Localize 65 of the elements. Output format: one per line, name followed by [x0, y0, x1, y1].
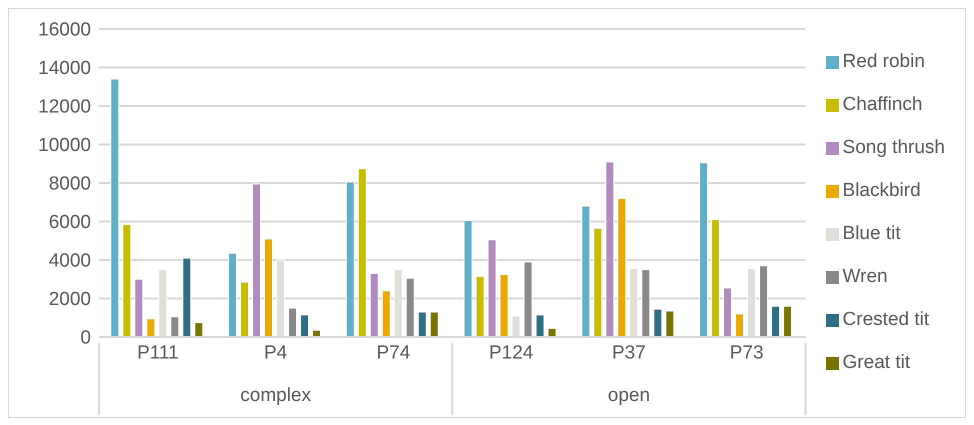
- bar: [418, 311, 427, 337]
- bar: [699, 162, 708, 337]
- bar: [228, 252, 238, 337]
- x-tick-label: P73: [730, 342, 764, 364]
- bar: [617, 198, 626, 337]
- bar: [170, 316, 180, 337]
- bar: [723, 287, 732, 337]
- y-tick-label: 0: [80, 328, 91, 349]
- legend-label: Great tit: [842, 352, 910, 373]
- y-tick-label: 2000: [48, 289, 91, 310]
- bar: [605, 161, 614, 337]
- bar: [735, 313, 744, 337]
- legend-label: Song thrush: [842, 137, 945, 158]
- bar: [182, 258, 192, 337]
- bar: [665, 310, 674, 337]
- bar: [406, 278, 415, 337]
- bar: [122, 224, 132, 337]
- x-tick-label: P124: [488, 342, 534, 364]
- legend-label: Chaffinch: [842, 94, 922, 115]
- bar: [653, 308, 662, 337]
- bar: [488, 239, 497, 337]
- bar: [524, 261, 533, 337]
- bar: [110, 78, 120, 337]
- bar: [358, 168, 367, 337]
- bar: [194, 322, 204, 337]
- bar: [711, 219, 720, 337]
- x-tick-label: P37: [612, 342, 646, 364]
- bar: [783, 306, 792, 337]
- y-tick-label: 12000: [38, 96, 91, 118]
- legend-label: Crested tit: [842, 309, 930, 330]
- bar: [382, 290, 391, 337]
- bar: [264, 238, 274, 337]
- bar: [370, 272, 379, 337]
- bar: [581, 206, 590, 337]
- y-tick-label: 8000: [48, 174, 91, 195]
- text: open: [608, 385, 650, 406]
- bar: [593, 228, 602, 337]
- x-tick-label: P4: [264, 342, 288, 364]
- bar: [430, 311, 439, 337]
- bar: [536, 314, 545, 337]
- bar: [464, 220, 473, 337]
- bar: [759, 265, 768, 337]
- bar: [641, 269, 650, 337]
- bar: [240, 282, 250, 337]
- text: complex: [240, 385, 312, 406]
- y-tick-label: 4000: [48, 250, 91, 272]
- bar: [500, 274, 509, 337]
- y-tick-label: 14000: [38, 58, 91, 80]
- bar: [252, 183, 262, 337]
- bar: [346, 182, 355, 337]
- legend-label: Red robin: [842, 51, 925, 72]
- bar: [134, 278, 144, 337]
- bar: [300, 314, 310, 337]
- x-tick-label: P74: [376, 342, 411, 364]
- y-tick-label: 10000: [38, 135, 91, 156]
- bar: [146, 318, 156, 337]
- bar: [771, 306, 780, 337]
- bar: [476, 276, 485, 337]
- x-tick-label: P111: [137, 342, 179, 364]
- y-tick-label: 6000: [48, 212, 91, 234]
- legend-label: Blackbird: [842, 180, 921, 201]
- y-tick-label: 16000: [38, 20, 91, 41]
- bar: [288, 308, 298, 337]
- legend-label: Blue tit: [842, 223, 901, 244]
- legend-label: Wren: [842, 266, 888, 287]
